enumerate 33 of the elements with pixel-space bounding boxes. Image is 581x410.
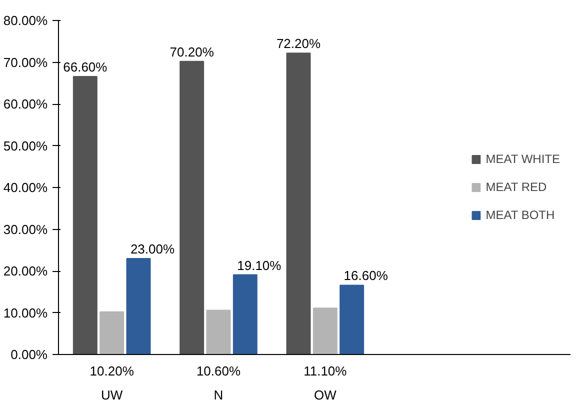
bar <box>180 60 204 354</box>
x-tick-label: UW <box>101 388 124 402</box>
y-tick-label: 20.00% <box>3 264 48 278</box>
bar <box>206 310 231 354</box>
data-label: 16.60% <box>344 268 388 284</box>
data-label: 11.10% <box>304 364 348 378</box>
data-label: 66.60% <box>63 59 108 74</box>
bar <box>286 52 311 354</box>
data-label: 70.20% <box>170 44 214 60</box>
y-tick-label: 70.00% <box>3 54 48 70</box>
y-tick-label: 60.00% <box>3 96 48 112</box>
legend-label: MEAT WHITE <box>486 152 560 166</box>
bar <box>232 274 258 354</box>
data-label: 10.20% <box>90 364 134 378</box>
legend-label: MEAT BOTH <box>486 208 555 222</box>
data-label: 72.20% <box>276 36 321 52</box>
data-label: 19.10% <box>237 258 282 273</box>
x-tick-label: OW <box>314 388 338 402</box>
data-label: 23.00% <box>130 241 175 256</box>
y-tick-label: 40.00% <box>3 180 48 195</box>
bar <box>126 258 151 354</box>
y-tick-label: 80.00% <box>3 13 48 28</box>
legend-label: MEAT RED <box>486 180 547 194</box>
x-tick-label: N <box>214 388 224 402</box>
y-tick-label: 0.00% <box>10 347 48 362</box>
y-tick-label: 30.00% <box>3 222 48 237</box>
bar <box>72 76 98 354</box>
bar <box>312 308 338 354</box>
y-tick-label: 10.00% <box>3 305 48 320</box>
bar <box>340 284 364 354</box>
y-tick-label: 50.00% <box>3 138 48 154</box>
data-label: 10.60% <box>196 364 241 378</box>
bar <box>100 311 124 354</box>
